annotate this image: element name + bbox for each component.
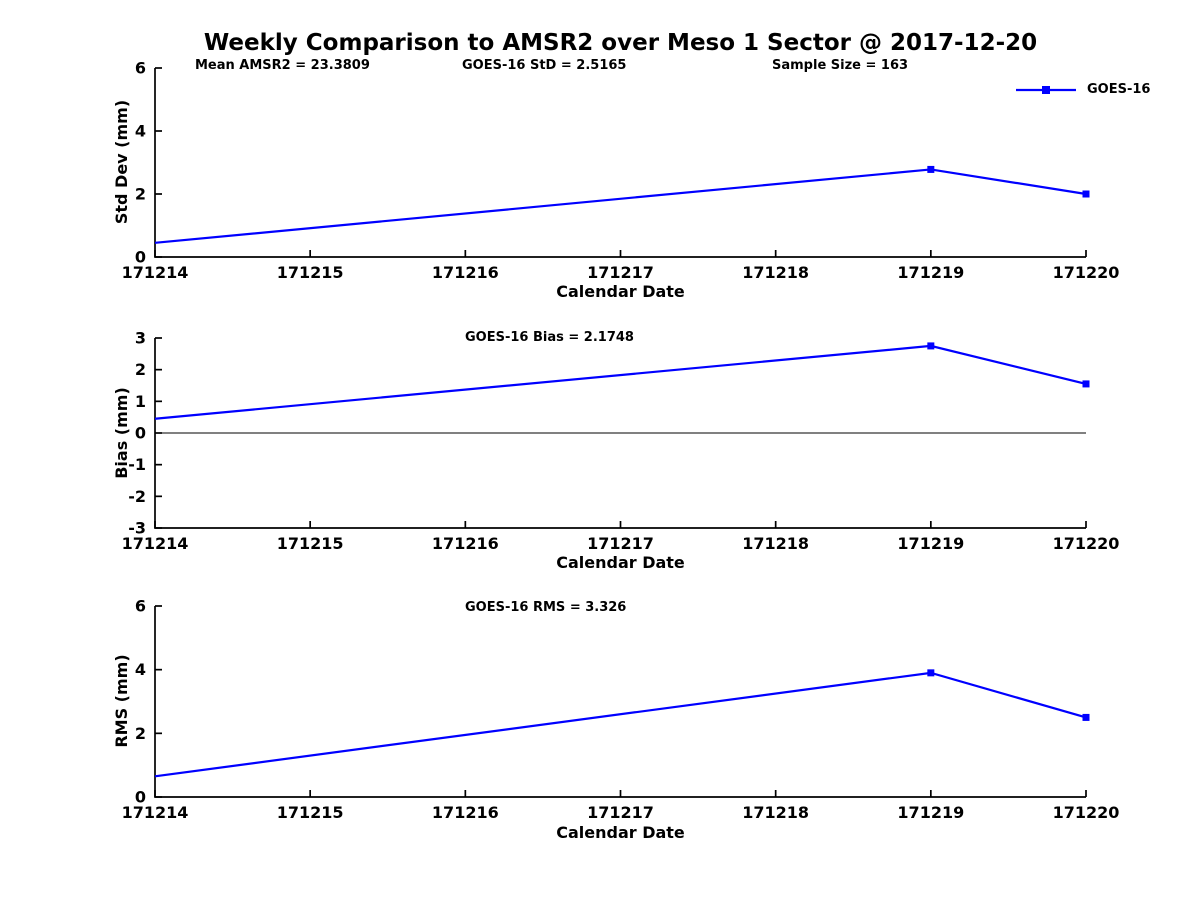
series-line-goes-16 <box>154 168 1087 244</box>
stat-goes16-std: GOES-16 StD = 2.5165 <box>462 58 627 73</box>
x-tick-label: 171218 <box>742 803 809 822</box>
x-tick-label: 171217 <box>587 803 654 822</box>
legend-line-sample-icon <box>1016 85 1076 94</box>
y-tick-label: 0 <box>135 248 146 267</box>
y-tick-label: 6 <box>135 59 146 78</box>
xlabel-calendar-date-top: Calendar Date <box>556 282 685 301</box>
stat-sample-size: Sample Size = 163 <box>772 58 909 73</box>
x-tick-label: 171219 <box>897 263 964 282</box>
axes-spines <box>154 606 1086 798</box>
x-tick-label: 171214 <box>122 534 189 553</box>
x-tick-label: 171219 <box>897 534 964 553</box>
xlabel-calendar-date-middle: Calendar Date <box>556 553 685 572</box>
y-tick-label: -1 <box>128 455 146 474</box>
legend: GOES-16 <box>1014 82 1150 97</box>
x-tick-label: 171217 <box>587 534 654 553</box>
x-tick-label: 171216 <box>432 263 499 282</box>
legend-label: GOES-16 <box>1087 82 1151 97</box>
data-point-marker <box>1082 380 1090 388</box>
x-tick-label: 171220 <box>1053 803 1120 822</box>
y-tick-label: 3 <box>135 329 146 348</box>
y-tick-label: 4 <box>135 122 146 141</box>
data-point-marker <box>1082 713 1090 721</box>
x-tick-label: 171215 <box>277 263 344 282</box>
data-point-marker <box>927 669 935 677</box>
y-tick-label: 1 <box>135 392 146 411</box>
y-tick-label: 2 <box>135 724 146 743</box>
x-tick-label: 171216 <box>432 803 499 822</box>
data-point-marker <box>927 342 935 350</box>
y-tick-label: 2 <box>135 360 146 379</box>
series-line-goes-16 <box>154 344 1087 420</box>
series-line-goes-16 <box>154 671 1087 778</box>
x-tick-label: 171220 <box>1053 534 1120 553</box>
y-tick-label: 6 <box>135 597 146 616</box>
x-tick-label: 171216 <box>432 534 499 553</box>
x-tick-label: 171218 <box>742 263 809 282</box>
y-tick-label: 0 <box>135 788 146 807</box>
y-tick-label: 0 <box>135 424 146 443</box>
x-tick-label: 171220 <box>1053 263 1120 282</box>
x-tick-label: 171219 <box>897 803 964 822</box>
x-tick-label: 171215 <box>277 534 344 553</box>
y-tick-label: -2 <box>128 487 146 506</box>
subplot-2: 0 2 4 6 171214 171215 171216 171217 171218 171219… <box>122 597 1120 823</box>
y-tick-label: -3 <box>128 519 146 538</box>
stat-mean-amsr2: Mean AMSR2 = 23.3809 <box>195 58 370 73</box>
data-point-marker <box>1082 190 1090 198</box>
figure-title: Weekly Comparison to AMSR2 over Meso 1 S… <box>203 30 1038 56</box>
legend-marker <box>1042 85 1050 94</box>
subplot-0: 0 2 4 6 171214 171215 171216 171217 171218 171219… <box>122 59 1120 283</box>
subplot-1: -3 -2 -1 0 1 2 3 171214 171215 171216 171217 171218… <box>122 329 1120 554</box>
y-tick-label: 2 <box>135 185 146 204</box>
subplot-rms-title: GOES-16 RMS = 3.326 <box>465 600 627 615</box>
subplot-bias-title: GOES-16 Bias = 2.1748 <box>465 330 634 345</box>
x-tick-label: 171217 <box>587 263 654 282</box>
x-tick-label: 171215 <box>277 803 344 822</box>
xlabel-calendar-date-bottom: Calendar Date <box>556 823 685 842</box>
x-tick-label: 171214 <box>122 803 189 822</box>
x-tick-label: 171214 <box>122 263 189 282</box>
x-tick-label: 171218 <box>742 534 809 553</box>
data-point-marker <box>927 165 935 173</box>
y-tick-label: 4 <box>135 660 146 679</box>
